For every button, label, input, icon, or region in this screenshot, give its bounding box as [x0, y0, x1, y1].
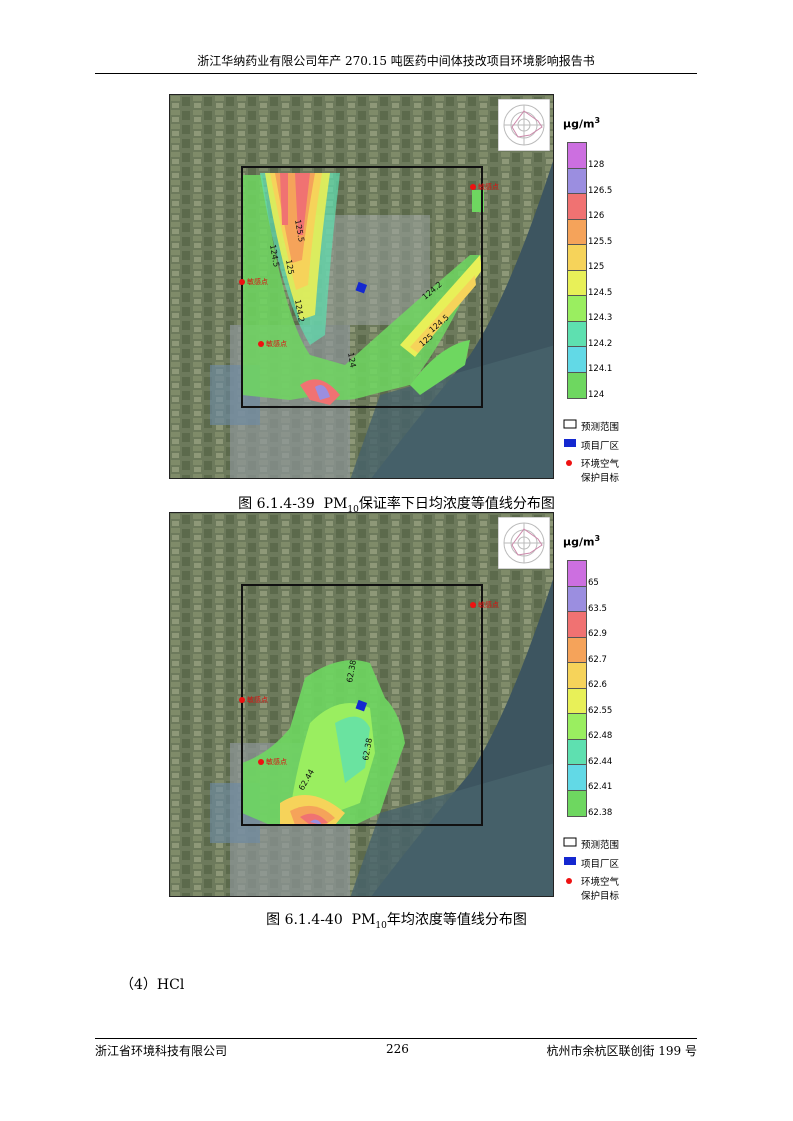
wind-rose-icon	[498, 517, 550, 569]
contour-label: 62.38	[345, 659, 358, 683]
scale-tick-label: 62.38	[588, 807, 613, 818]
legend-key-site: 项目厂区	[563, 856, 619, 870]
contour-label: 124	[346, 352, 358, 369]
legend-key-target: 环境空气 保护目标	[563, 456, 619, 484]
sensitive-point-label: 敏感点	[247, 277, 268, 286]
wind-rose-icon	[498, 99, 550, 151]
scale-swatch	[568, 714, 586, 740]
scale-swatch	[568, 765, 586, 791]
scale-tick-label: 62.44	[588, 756, 613, 767]
scale-swatch	[568, 245, 586, 271]
satellite-map: 62.38 62.38 62.44 敏感点 敏感点 敏感点	[170, 513, 553, 896]
sensitive-point-label: 敏感点	[478, 600, 499, 609]
contour-label: 125	[284, 259, 296, 276]
scale-swatch	[568, 219, 586, 245]
scale-tick-label: 62.6	[588, 680, 607, 690]
contour-label: 62.38	[361, 737, 374, 761]
scale-swatch	[568, 790, 586, 816]
sensitive-point-label: 敏感点	[266, 339, 287, 348]
unit-label: μg/m3	[563, 534, 601, 549]
color-scale	[567, 560, 587, 817]
range-box-icon	[563, 419, 577, 432]
scale-swatch	[568, 270, 586, 296]
scale-tick-label: 124.2	[588, 338, 613, 349]
scale-tick-label: 124.1	[588, 364, 613, 374]
scale-swatch	[568, 296, 586, 322]
scale-tick-label: 62.41	[588, 782, 613, 792]
scale-tick-label: 62.55	[588, 705, 613, 716]
legend-key-target: 环境空气 保护目标	[563, 874, 619, 902]
scale-tick-label: 124	[588, 389, 605, 400]
red-dot-icon	[563, 874, 577, 889]
scale-tick-label: 62.7	[588, 654, 607, 665]
scale-tick-label: 124.3	[588, 313, 613, 323]
sensitive-point-label: 敏感点	[247, 695, 268, 704]
scale-swatch	[568, 739, 586, 765]
scale-tick-label: 128	[588, 160, 605, 170]
site-square-icon	[563, 438, 577, 451]
page-number: 226	[386, 1042, 409, 1056]
legend-key-range: 预测范围	[563, 419, 619, 433]
unit-label: μg/m3	[563, 116, 601, 131]
scale-swatch	[568, 561, 586, 587]
page-header: 浙江华纳药业有限公司年产 270.15 吨医药中间体技改项目环境影响报告书	[197, 54, 595, 68]
scale-swatch	[568, 168, 586, 194]
red-dot-icon	[563, 456, 577, 471]
legend-daily: μg/m3 128 126.5 126 125.5 125 124.5 124.3 124.2…	[561, 94, 621, 484]
footer-company: 浙江省环境科技有限公司	[95, 1044, 228, 1058]
header-rule	[95, 73, 697, 74]
scale-swatch	[568, 321, 586, 347]
legend-key-range: 预测范围	[563, 837, 619, 851]
scale-swatch	[568, 143, 586, 169]
scale-swatch	[568, 372, 586, 398]
color-scale	[567, 142, 587, 399]
scale-tick-label: 124.5	[588, 287, 613, 298]
figure-daily-concentration: 125.5 124.5 125 124.2 124.2 124.5 124 12…	[169, 94, 619, 484]
contour-label: 124.2	[293, 299, 306, 323]
scale-swatch	[568, 194, 586, 220]
footer-rule	[95, 1038, 697, 1039]
scale-tick-label: 63.5	[588, 603, 607, 614]
sensitive-point-label: 敏感点	[266, 757, 287, 766]
figure-caption-40: 图 6.1.4-40 PM10年均浓度等值线分布图	[266, 912, 527, 931]
footer-address: 杭州市余杭区联创街 199 号	[546, 1044, 697, 1058]
figure-caption-39: 图 6.1.4-39 PM10保证率下日均浓度等值线分布图	[238, 496, 555, 515]
scale-swatch	[568, 586, 586, 612]
legend-key-site: 项目厂区	[563, 438, 619, 452]
section-heading-hcl: （4）HCl	[120, 977, 185, 993]
scale-swatch	[568, 612, 586, 638]
site-square-icon	[563, 856, 577, 869]
sensitive-point-label: 敏感点	[478, 182, 499, 191]
scale-tick-label: 126.5	[588, 185, 613, 196]
contour-label: 125.5	[293, 219, 306, 243]
contour-label: 124.5	[268, 244, 281, 268]
figure-annual-concentration: 62.38 62.38 62.44 敏感点 敏感点 敏感点 μg/m3 65 63…	[169, 512, 619, 902]
scale-tick-label: 126	[588, 211, 605, 221]
scale-swatch	[568, 688, 586, 714]
contour-map-annual: 62.38 62.38 62.44 敏感点 敏感点 敏感点	[169, 512, 554, 897]
range-box-icon	[563, 837, 577, 850]
scale-swatch	[568, 347, 586, 373]
scale-tick-label: 125	[588, 262, 605, 272]
contour-map-daily: 125.5 124.5 125 124.2 124.2 124.5 124 12…	[169, 94, 554, 479]
scale-tick-label: 65	[588, 578, 599, 588]
scale-swatch	[568, 663, 586, 689]
legend-annual: μg/m3 65 63.5 62.9 62.7 62.6 62.55 62.48 62.44 6…	[561, 512, 621, 902]
scale-tick-label: 62.9	[588, 629, 607, 639]
scale-tick-label: 125.5	[588, 236, 613, 247]
scale-tick-label: 62.48	[588, 731, 613, 741]
satellite-map: 125.5 124.5 125 124.2 124.2 124.5 124 12…	[170, 95, 553, 478]
scale-swatch	[568, 637, 586, 663]
